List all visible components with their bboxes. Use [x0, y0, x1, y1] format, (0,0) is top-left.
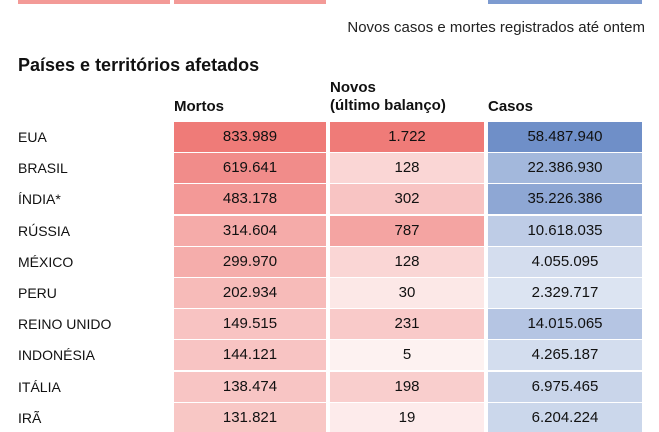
row-label: INDONÉSIA [18, 347, 96, 363]
cell-novos: 231 [330, 309, 484, 339]
row-label: REINO UNIDO [18, 316, 112, 332]
table-note: Novos casos e mortes registrados até ont… [347, 19, 645, 36]
cell-casos: 2.329.717 [488, 278, 642, 308]
column-header-novos: Novos (último balanço) [330, 79, 446, 115]
cell-novos: 787 [330, 216, 484, 246]
column-header-casos: Casos [488, 98, 533, 116]
cell-casos: 10.618.035 [488, 216, 642, 246]
column-header-mortos: Mortos [174, 98, 224, 116]
cell-mortos: 138.474 [174, 372, 326, 402]
column-header-line: Mortos [174, 98, 224, 115]
row-label: RÚSSIA [18, 223, 71, 239]
cell-casos: 6.975.465 [488, 372, 642, 402]
cell-casos: 22.386.930 [488, 153, 642, 183]
top-bar-casos [488, 0, 642, 4]
column-header-line: (último balanço) [330, 97, 446, 114]
row-label: IRÃ [18, 410, 42, 426]
cell-novos: 198 [330, 372, 484, 402]
cell-novos: 30 [330, 278, 484, 308]
cell-mortos: 144.121 [174, 340, 326, 370]
row-label: EUA [18, 129, 47, 145]
cell-mortos: 833.989 [174, 122, 326, 152]
cell-mortos: 299.970 [174, 247, 326, 277]
section-title: Países e territórios afetados [18, 55, 260, 75]
cell-casos: 35.226.386 [488, 184, 642, 214]
row-label: PERU [18, 285, 57, 301]
cell-mortos: 619.641 [174, 153, 326, 183]
cell-novos: 1.722 [330, 122, 484, 152]
cell-mortos: 131.821 [174, 403, 326, 432]
cell-novos: 128 [330, 153, 484, 183]
row-label: ÍNDIA* [18, 191, 61, 207]
column-header-line: Novos [330, 79, 376, 96]
cell-mortos: 314.604 [174, 216, 326, 246]
cell-novos: 128 [330, 247, 484, 277]
cell-casos: 58.487.940 [488, 122, 642, 152]
cell-novos: 302 [330, 184, 484, 214]
column-header-line: Casos [488, 98, 534, 115]
cell-mortos: 202.934 [174, 278, 326, 308]
cell-novos: 5 [330, 340, 484, 370]
top-bar-novos [174, 0, 326, 4]
top-bar-mortos [18, 0, 170, 4]
row-label: MÉXICO [18, 254, 74, 270]
row-label: BRASIL [18, 160, 68, 176]
row-label: ITÁLIA [18, 379, 61, 395]
cell-mortos: 483.178 [174, 184, 326, 214]
cell-novos: 19 [330, 403, 484, 432]
cell-casos: 6.204.224 [488, 403, 642, 432]
cell-casos: 14.015.065 [488, 309, 642, 339]
cell-casos: 4.055.095 [488, 247, 642, 277]
cell-casos: 4.265.187 [488, 340, 642, 370]
top-bar-blank [330, 0, 484, 4]
cell-mortos: 149.515 [174, 309, 326, 339]
